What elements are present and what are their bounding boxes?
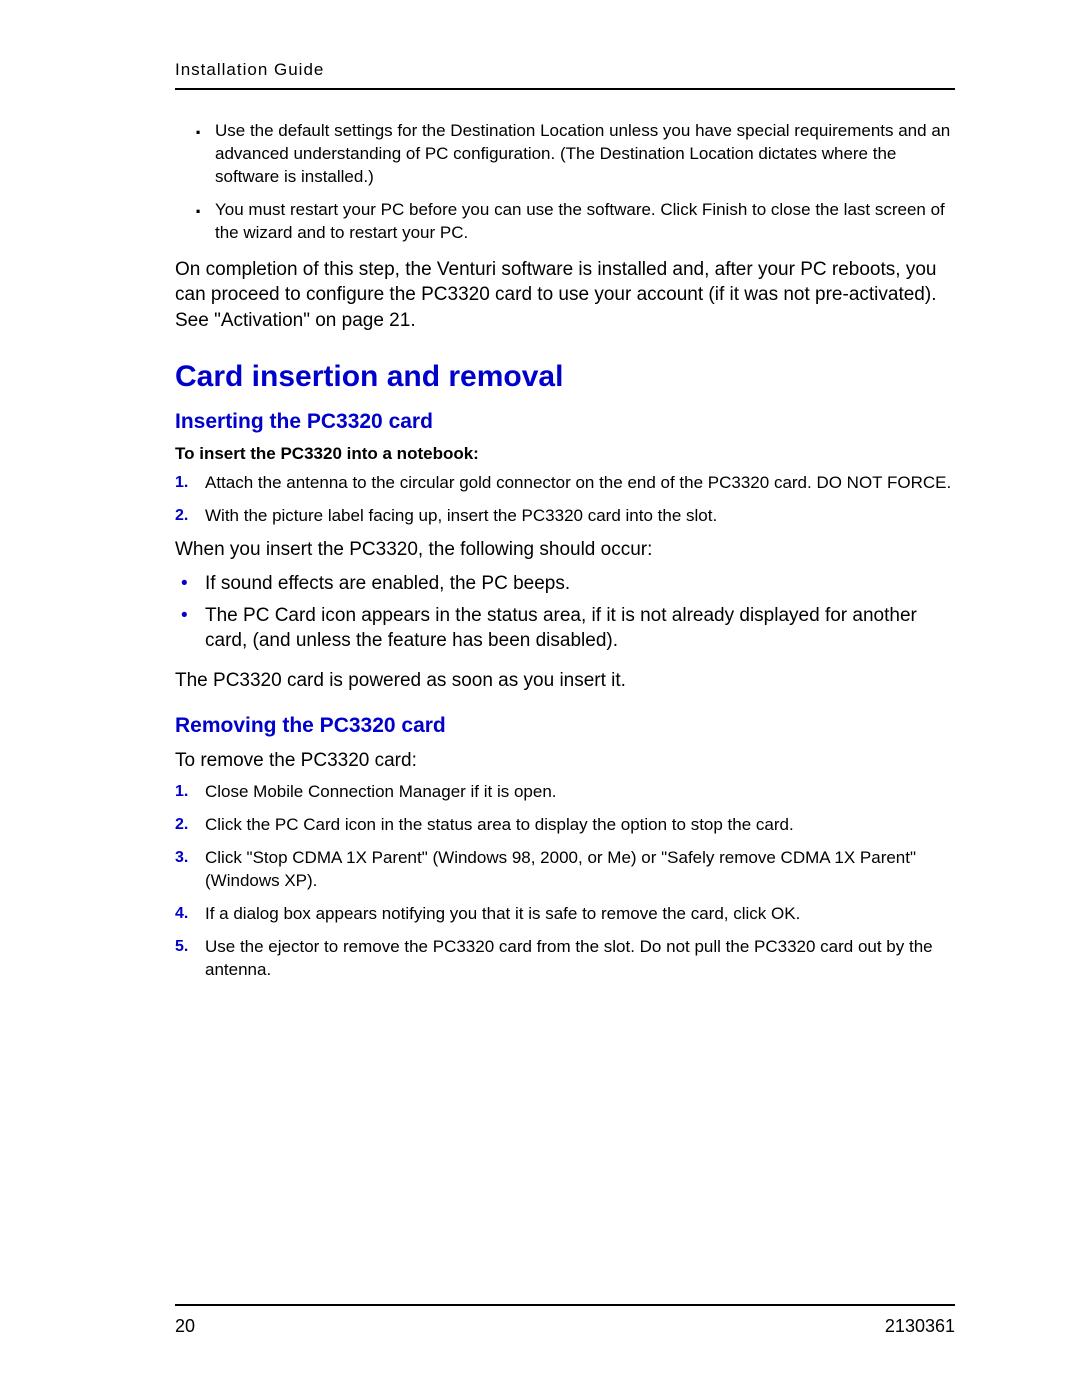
step-number: 1. — [175, 781, 188, 803]
step-text: Close Mobile Connection Manager if it is… — [205, 782, 557, 801]
list-item: 2.Click the PC Card icon in the status a… — [205, 814, 955, 837]
step-text: If a dialog box appears notifying you th… — [205, 904, 800, 923]
footer-row: 20 2130361 — [175, 1316, 955, 1337]
page-header: Installation Guide — [175, 60, 955, 80]
step-number: 2. — [175, 505, 188, 527]
step-text: Click "Stop CDMA 1X Parent" (Windows 98,… — [205, 848, 916, 890]
list-item: 2.With the picture label facing up, inse… — [205, 505, 955, 528]
step-text: Attach the antenna to the circular gold … — [205, 473, 951, 492]
list-item: You must restart your PC before you can … — [215, 199, 955, 245]
list-item: 4.If a dialog box appears notifying you … — [205, 903, 955, 926]
step-number: 5. — [175, 936, 188, 958]
page-footer: 20 2130361 — [175, 1304, 955, 1337]
list-item: Use the default settings for the Destina… — [215, 120, 955, 189]
step-number: 3. — [175, 847, 188, 869]
insert-after-paragraph: When you insert the PC3320, the followin… — [175, 537, 955, 563]
heading-1: Card insertion and removal — [175, 360, 955, 394]
step-text: Use the ejector to remove the PC3320 car… — [205, 937, 933, 979]
step-number: 4. — [175, 903, 188, 925]
list-item: The PC Card icon appears in the status a… — [205, 603, 955, 654]
insert-result-list: If sound effects are enabled, the PC bee… — [175, 571, 955, 654]
insert-subheading: To insert the PC3320 into a notebook: — [175, 444, 955, 464]
step-text: Click the PC Card icon in the status are… — [205, 815, 794, 834]
footer-rule — [175, 1304, 955, 1306]
heading-2-insert: Inserting the PC3320 card — [175, 410, 955, 434]
intro-bullet-list: Use the default settings for the Destina… — [175, 120, 955, 245]
list-item: 5.Use the ejector to remove the PC3320 c… — [205, 936, 955, 982]
header-rule — [175, 88, 955, 90]
document-page: Installation Guide Use the default setti… — [0, 0, 1080, 1397]
step-number: 2. — [175, 814, 188, 836]
insert-steps-list: 1. Attach the antenna to the circular gol… — [175, 472, 955, 528]
remove-steps-list: 1. Close Mobile Connection Manager if it … — [175, 781, 955, 982]
list-item: If sound effects are enabled, the PC bee… — [205, 571, 955, 597]
step-number: 1. — [175, 472, 188, 494]
list-item: 1.Attach the antenna to the circular gol… — [205, 472, 955, 495]
heading-2-remove: Removing the PC3320 card — [175, 714, 955, 738]
intro-paragraph: On completion of this step, the Venturi … — [175, 257, 955, 334]
doc-number: 2130361 — [885, 1316, 955, 1337]
step-text: With the picture label facing up, insert… — [205, 506, 717, 525]
remove-intro: To remove the PC3320 card: — [175, 748, 955, 774]
page-number: 20 — [175, 1316, 195, 1337]
list-item: 1.Close Mobile Connection Manager if it … — [205, 781, 955, 804]
list-item: 3.Click "Stop CDMA 1X Parent" (Windows 9… — [205, 847, 955, 893]
insert-final-paragraph: The PC3320 card is powered as soon as yo… — [175, 668, 955, 694]
